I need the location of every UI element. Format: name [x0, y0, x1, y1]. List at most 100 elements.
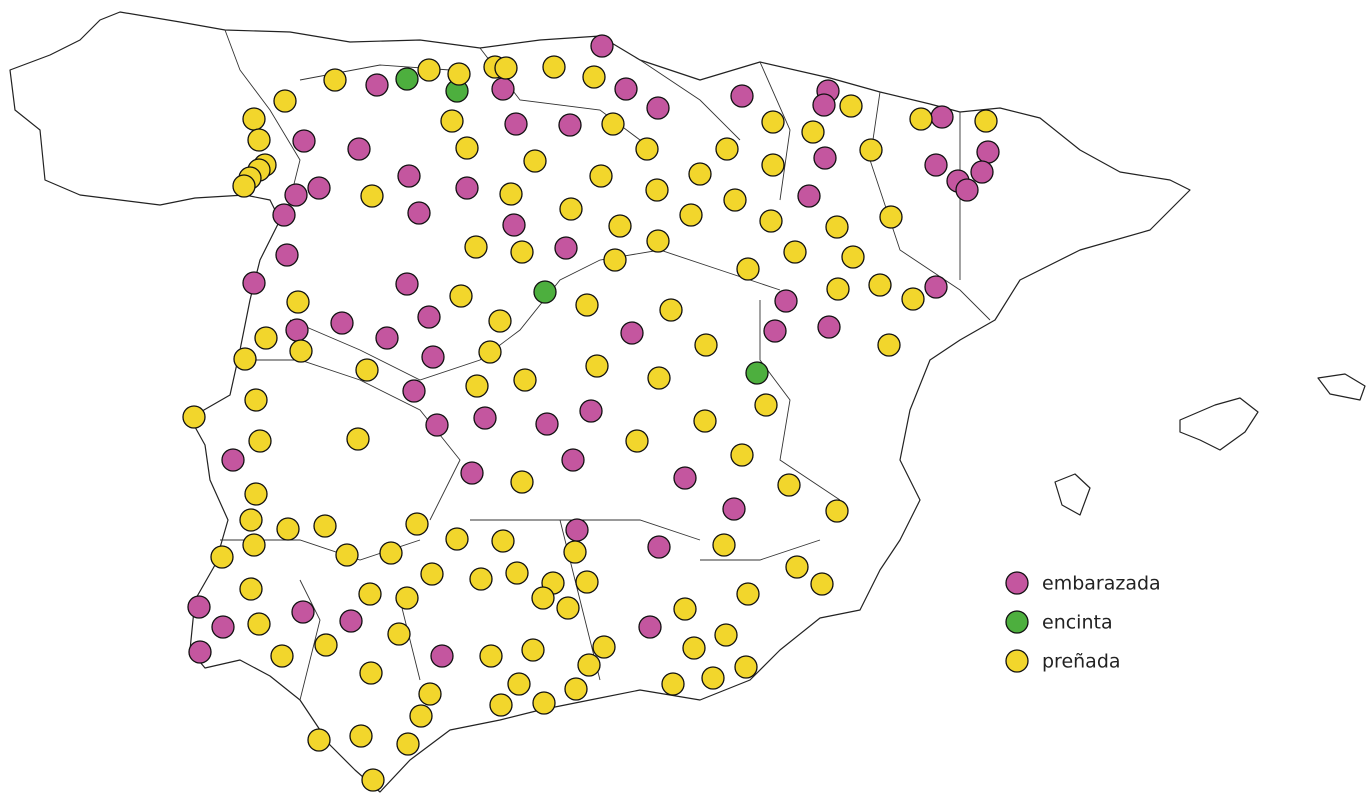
point [817, 315, 841, 339]
point [292, 129, 316, 153]
point [359, 661, 383, 685]
point [714, 623, 738, 647]
legend-swatch [1005, 649, 1029, 673]
point [673, 466, 697, 490]
point [513, 368, 537, 392]
point [930, 105, 954, 129]
point [647, 366, 671, 390]
point [645, 178, 669, 202]
point [585, 354, 609, 378]
point [620, 321, 644, 345]
point [839, 94, 863, 118]
point [559, 197, 583, 221]
point [774, 289, 798, 313]
point [679, 203, 703, 227]
point [759, 209, 783, 233]
point [313, 514, 337, 538]
point [531, 586, 555, 610]
point [879, 205, 903, 229]
point [575, 293, 599, 317]
point [813, 146, 837, 170]
point [715, 137, 739, 161]
point [339, 609, 363, 633]
legend-label: embarazada [1042, 573, 1161, 595]
point [430, 644, 454, 668]
point [723, 188, 747, 212]
point [825, 499, 849, 523]
point [638, 615, 662, 639]
point [417, 305, 441, 329]
point [254, 326, 278, 350]
point [603, 248, 627, 272]
point [589, 164, 613, 188]
point [777, 473, 801, 497]
point [736, 582, 760, 606]
point [533, 280, 557, 304]
point [248, 429, 272, 453]
legend: embarazada encinta preñada [1005, 571, 1161, 673]
point [761, 153, 785, 177]
point [521, 638, 545, 662]
point [924, 153, 948, 177]
point [244, 388, 268, 412]
point [479, 644, 503, 668]
point [242, 271, 266, 295]
point [734, 655, 758, 679]
point [491, 77, 515, 101]
point [478, 340, 502, 364]
legend-swatch [1005, 571, 1029, 595]
point [682, 636, 706, 660]
point [564, 677, 588, 701]
point [976, 140, 1000, 164]
point [349, 724, 373, 748]
point [275, 243, 299, 267]
point [877, 333, 901, 357]
point [460, 461, 484, 485]
point [646, 229, 670, 253]
point [239, 577, 263, 601]
point [360, 184, 384, 208]
point [841, 245, 865, 269]
point [239, 508, 263, 532]
point [909, 107, 933, 131]
point [730, 84, 754, 108]
point [323, 68, 347, 92]
point [579, 399, 603, 423]
point [763, 319, 787, 343]
point [924, 275, 948, 299]
point [659, 298, 683, 322]
points [182, 34, 1000, 792]
legend-swatch [1005, 610, 1029, 634]
point [445, 527, 469, 551]
point [402, 379, 426, 403]
point [825, 215, 849, 239]
point [491, 529, 515, 553]
point [592, 635, 616, 659]
point [407, 201, 431, 225]
point [307, 176, 331, 200]
point [286, 290, 310, 314]
point [387, 622, 411, 646]
point [505, 561, 529, 585]
point [859, 138, 883, 162]
point [187, 595, 211, 619]
point [242, 533, 266, 557]
point [812, 93, 836, 117]
point [188, 640, 212, 664]
point [330, 311, 354, 335]
point [510, 470, 534, 494]
point [499, 182, 523, 206]
point [868, 273, 892, 297]
point [745, 361, 769, 385]
point [647, 535, 671, 559]
legend-label: encinta [1042, 612, 1113, 634]
point [395, 67, 419, 91]
point [449, 284, 473, 308]
point [465, 374, 489, 398]
point [289, 339, 313, 363]
point [502, 213, 526, 237]
point [473, 406, 497, 430]
point [625, 429, 649, 453]
point [418, 682, 442, 706]
